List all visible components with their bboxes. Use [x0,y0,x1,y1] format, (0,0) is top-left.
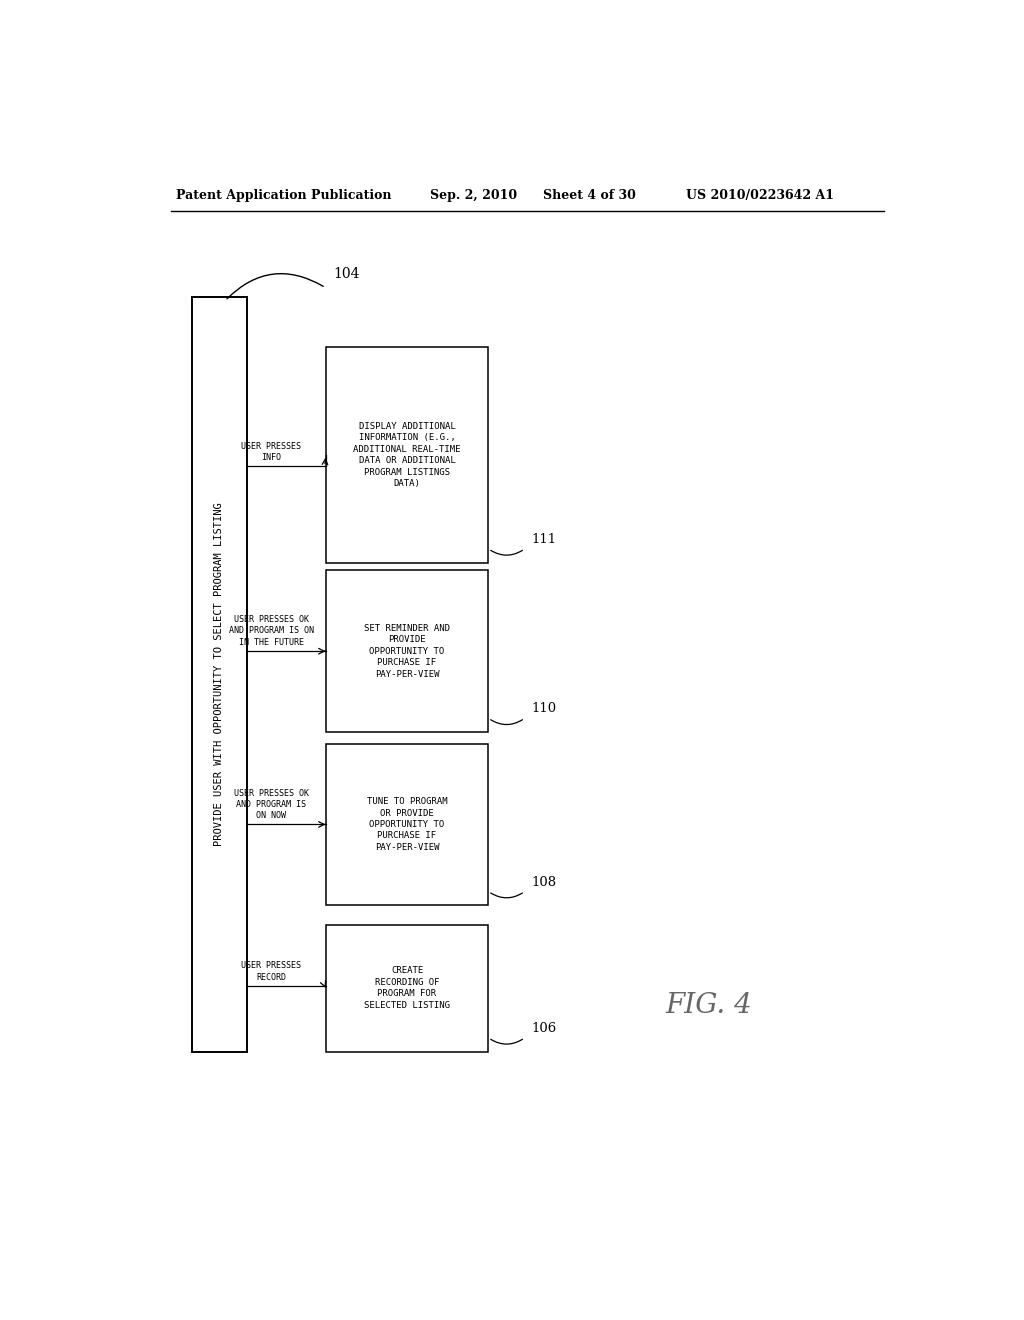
Text: 106: 106 [531,1022,556,1035]
Text: USER PRESSES OK
AND PROGRAM IS ON
IN THE FUTURE: USER PRESSES OK AND PROGRAM IS ON IN THE… [229,615,314,647]
Text: DISPLAY ADDITIONAL
INFORMATION (E.G.,
ADDITIONAL REAL-TIME
DATA OR ADDITIONAL
PR: DISPLAY ADDITIONAL INFORMATION (E.G., AD… [353,421,461,488]
Text: 111: 111 [531,533,556,546]
Text: Sep. 2, 2010: Sep. 2, 2010 [430,189,517,202]
Text: PROVIDE USER WITH OPPORTUNITY TO SELECT PROGRAM LISTING: PROVIDE USER WITH OPPORTUNITY TO SELECT … [214,503,224,846]
Text: USER PRESSES
INFO: USER PRESSES INFO [242,442,301,462]
Text: 110: 110 [531,702,556,715]
Text: FIG. 4: FIG. 4 [666,991,753,1019]
Text: CREATE
RECORDING OF
PROGRAM FOR
SELECTED LISTING: CREATE RECORDING OF PROGRAM FOR SELECTED… [364,966,450,1010]
Bar [191,297,248,1052]
Text: SET REMINDER AND
PROVIDE
OPPORTUNITY TO
PURCHASE IF
PAY-PER-VIEW: SET REMINDER AND PROVIDE OPPORTUNITY TO … [364,624,450,678]
Text: USER PRESSES OK
AND PROGRAM IS
ON NOW: USER PRESSES OK AND PROGRAM IS ON NOW [233,788,309,820]
Text: US 2010/0223642 A1: US 2010/0223642 A1 [686,189,834,202]
Text: TUNE TO PROGRAM
OR PROVIDE
OPPORTUNITY TO
PURCHASE IF
PAY-PER-VIEW: TUNE TO PROGRAM OR PROVIDE OPPORTUNITY T… [367,797,447,851]
Text: USER PRESSES
RECORD: USER PRESSES RECORD [242,961,301,982]
Bar [326,924,488,1052]
Bar [326,570,488,733]
Bar [326,347,488,562]
Text: Sheet 4 of 30: Sheet 4 of 30 [543,189,636,202]
Text: 104: 104 [334,267,359,281]
Text: 108: 108 [531,875,556,888]
Text: Patent Application Publication: Patent Application Publication [176,189,391,202]
Bar [326,743,488,906]
